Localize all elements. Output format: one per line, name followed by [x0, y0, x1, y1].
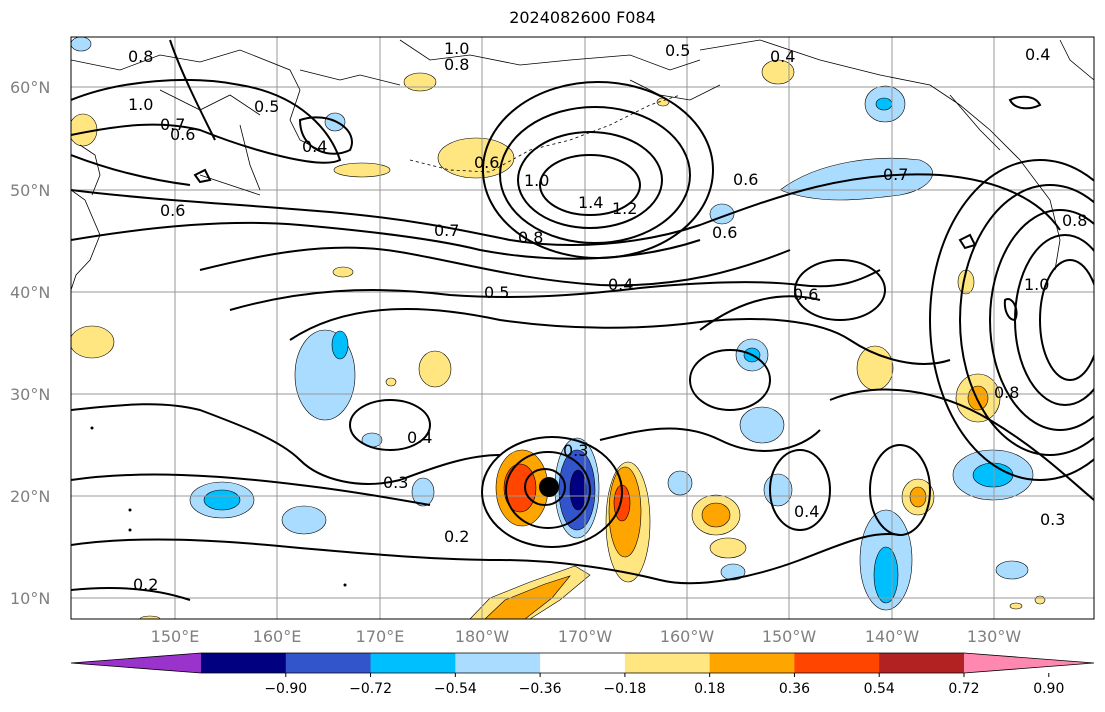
contour-label: 1.0: [444, 39, 469, 58]
longitude-labels: 150°E 160°E 170°E 180°W 170°W 160°W 150°…: [151, 627, 1022, 646]
contour-label: 0.5: [484, 283, 509, 302]
colorbar-segment: [879, 653, 965, 673]
contour-label: 0.6: [160, 201, 185, 220]
contour-label: 0.4: [302, 137, 327, 156]
contour-label: 0.8: [128, 47, 153, 66]
map-title: 2024082600 F084: [509, 8, 656, 27]
contour-label: 0.8: [994, 383, 1019, 402]
plot-frame: [70, 36, 1095, 620]
contour-lines: [71, 39, 1094, 601]
contour-label: 0.5: [254, 97, 279, 116]
colorbar-tick-label: 0.36: [779, 681, 810, 697]
colorbar-segment: [794, 653, 880, 673]
lon-label-130w: 130°W: [967, 627, 1022, 646]
lat-label-10n: 10°N: [10, 589, 50, 608]
colorbar-segment: [285, 653, 372, 673]
colorbar-segment: [370, 653, 456, 673]
contour-label: 0.8: [444, 55, 469, 74]
colorbar-tick-label: −0.36: [519, 681, 562, 697]
colorbar-tick-label: −0.90: [264, 681, 307, 697]
contour-label: 0.3: [563, 441, 588, 460]
contour-label: 0.6: [733, 170, 758, 189]
storm-center-marker: [539, 477, 559, 497]
contour-label: 0.8: [1062, 211, 1087, 230]
contour-label: 0.2: [444, 527, 469, 546]
lon-label-170e: 170°E: [356, 627, 405, 646]
colorbar-segment: [201, 653, 287, 673]
colorbar-segment: [455, 653, 541, 673]
lat-label-60n: 60°N: [10, 78, 50, 97]
colorbar-tick-label: 0.72: [948, 681, 979, 697]
colorbar-outline: [70, 652, 1095, 674]
colorbar-tick-label: 0.18: [694, 681, 725, 697]
contour-label: 1.0: [524, 171, 549, 190]
colorbar-segment: [540, 653, 626, 673]
colorbar-segment: [624, 653, 711, 673]
lon-label-150e: 150°E: [151, 627, 200, 646]
lon-label-160w: 160°W: [660, 627, 715, 646]
contour-label: 0.6: [474, 153, 499, 172]
colorbar-extend-high: [964, 653, 1094, 673]
colorbar: −0.90 −0.72 −0.54 −0.36 −0.18 0.18 0.36 0.54 0.7…: [70, 652, 1095, 697]
contour-label: 0.4: [794, 502, 819, 521]
contour-label: 0.4: [608, 275, 633, 294]
colorbar-extend-low: [71, 653, 201, 673]
contour-label: 0.4: [407, 428, 432, 447]
contour-label-layer: 0.8 1.0 0.8 0.5 0.4 0.4 0.7 0.6 0.5 0.4 …: [128, 39, 1087, 594]
contour-label: 0.2: [133, 575, 158, 594]
colorbar-tick-label: −0.54: [434, 681, 477, 697]
shaded-anomaly-layer: [71, 37, 1046, 619]
colorbar-tick-label: −0.18: [603, 681, 646, 697]
lon-label-180w: 180°W: [455, 627, 510, 646]
lon-label-170w: 170°W: [558, 627, 613, 646]
contour-label: 0.6: [793, 285, 818, 304]
lon-label-150w: 150°W: [762, 627, 817, 646]
lat-label-20n: 20°N: [10, 487, 50, 506]
contour-label: 1.4: [578, 193, 603, 212]
colorbar-tick-label: −0.72: [349, 681, 392, 697]
lon-label-160e: 160°E: [253, 627, 302, 646]
contour-label: 0.6: [712, 223, 737, 242]
contour-label: 0.7: [434, 221, 459, 240]
contour-label: 0.3: [1040, 510, 1065, 529]
contour-label: 1.2: [612, 199, 637, 218]
contour-label: 1.0: [128, 95, 153, 114]
contour-label: 0.3: [383, 473, 408, 492]
contour-label: 0.7: [160, 115, 185, 134]
minor-dots: [90, 426, 347, 587]
contour-label: 1.0: [1024, 275, 1049, 294]
contour-label: 0.5: [665, 41, 690, 60]
colorbar-tick-label: 0.54: [864, 681, 895, 697]
contour-label: 0.7: [883, 165, 908, 184]
contour-label: 0.4: [770, 47, 795, 66]
lon-label-140w: 140°W: [865, 627, 920, 646]
contour-label: 0.8: [518, 228, 543, 247]
colorbar-tick-label: 0.90: [1033, 681, 1064, 697]
lat-label-30n: 30°N: [10, 385, 50, 404]
latitude-labels: 60°N 50°N 40°N 30°N 20°N 10°N: [10, 78, 50, 608]
contour-label: 0.4: [1025, 45, 1050, 64]
lat-label-40n: 40°N: [10, 283, 50, 302]
contour-label: 0.6: [170, 125, 195, 144]
lat-label-50n: 50°N: [10, 181, 50, 200]
colorbar-segment: [709, 653, 795, 673]
